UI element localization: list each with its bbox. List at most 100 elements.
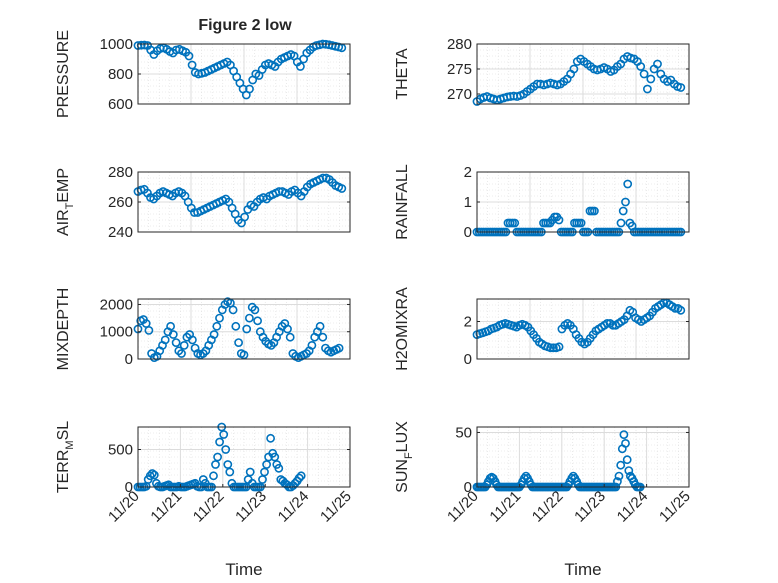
data-point — [576, 218, 586, 228]
y-tick-label: 600 — [108, 96, 133, 113]
x-axis-label: Time — [225, 560, 262, 579]
data-point — [510, 218, 520, 228]
data-point — [614, 471, 624, 481]
data-point — [179, 340, 189, 350]
data-point — [231, 321, 241, 331]
y-tick-label: 2 — [464, 314, 472, 331]
data-point — [149, 470, 159, 480]
x-tick-label: 11/23 — [232, 488, 270, 526]
y-axis-label: H2OMIXRA — [394, 287, 411, 371]
data-point — [602, 318, 612, 328]
subplot-3: 240 260 280 AIRTEMP — [55, 164, 351, 241]
data-point — [307, 340, 317, 350]
x-tick-label: 11/21 — [486, 488, 524, 526]
subplot-8: 0 50 SUNFLUX 11/20 11/21 11/22 11/23 11/24 11/25… — [394, 421, 694, 579]
data-point — [554, 342, 564, 352]
data-point — [244, 313, 254, 323]
y-axis-label: SUNFLUX — [394, 421, 415, 493]
y-tick-label: 500 — [108, 442, 133, 459]
data-point — [283, 324, 292, 334]
data-point — [144, 325, 154, 335]
data-point — [334, 343, 344, 353]
figure-title: Figure 2 low — [198, 17, 292, 34]
data-point — [221, 445, 231, 454]
axes-box — [137, 426, 351, 488]
data-point — [139, 40, 149, 50]
data-point — [623, 179, 633, 189]
y-tick-label: 1 — [464, 194, 472, 211]
data-point — [616, 460, 626, 470]
y-tick-label: 0 — [125, 479, 133, 496]
data-point — [260, 467, 269, 477]
subplot-2: 270 275 280 THETA — [394, 36, 690, 106]
y-axis-label: TERRMSL — [55, 421, 76, 493]
data-point — [624, 466, 634, 475]
data-point — [245, 467, 255, 477]
axes-box — [137, 298, 351, 360]
subplot-4: 0 1 2 RAINFALL — [394, 164, 690, 241]
data-point — [653, 59, 662, 69]
data-point — [213, 452, 222, 462]
data-point — [209, 330, 219, 339]
y-tick-label: 275 — [447, 61, 472, 78]
data-point — [166, 321, 175, 331]
data-point — [318, 332, 328, 342]
data-point — [209, 471, 218, 481]
data-point — [639, 69, 649, 79]
data-point — [234, 338, 243, 347]
y-tick-label: 280 — [108, 164, 133, 181]
subplot-6: 0 2 H2OMIXRA — [394, 287, 690, 371]
data-point — [215, 313, 224, 323]
subplot-1: 600 800 1000 PRESSURE — [55, 30, 351, 118]
data-point — [315, 321, 325, 331]
data-point — [294, 473, 304, 483]
subplot-5: 0 1000 2000 MIXDEPTH — [55, 288, 351, 370]
data-point — [621, 197, 630, 207]
data-point — [250, 305, 260, 315]
y-tick-label: 800 — [108, 66, 133, 83]
data-point — [184, 51, 194, 61]
data-point — [590, 206, 599, 216]
axes-box — [476, 298, 690, 360]
x-tick-label: 11/20 — [105, 488, 143, 526]
data-point — [212, 321, 222, 331]
data-point — [253, 316, 262, 326]
data-point — [219, 430, 229, 439]
data-point — [177, 349, 186, 358]
y-tick-label: 270 — [447, 86, 472, 103]
axes-box — [476, 43, 690, 105]
data-point — [245, 84, 254, 94]
x-tick-label: 11/24 — [275, 488, 313, 526]
data-point — [670, 303, 680, 313]
data-point — [171, 338, 181, 347]
data-point — [274, 463, 284, 473]
axes-box — [476, 426, 690, 488]
x-tick-label: 11/25 — [656, 488, 694, 526]
data-point — [160, 335, 170, 345]
data-point — [676, 305, 686, 315]
x-tick-label: 11/20 — [444, 488, 482, 526]
data-point — [198, 349, 208, 358]
y-tick-label: 1000 — [100, 36, 133, 53]
y-axis-label: RAINFALL — [394, 164, 411, 240]
y-axis-label: PRESSURE — [55, 30, 72, 118]
data-point — [296, 471, 306, 481]
data-point — [145, 471, 155, 481]
data-point — [646, 74, 656, 84]
y-tick-label: 0 — [464, 351, 472, 368]
data-point — [168, 330, 178, 339]
data-point — [619, 430, 629, 439]
data-point — [211, 460, 220, 469]
data-point — [270, 452, 280, 462]
data-point — [554, 215, 564, 225]
x-tick-label: 11/25 — [317, 488, 355, 526]
y-tick-label: 2000 — [100, 296, 133, 313]
data-point — [676, 83, 686, 92]
y-axis-label: AIRTEMP — [55, 168, 76, 236]
data-point — [643, 84, 652, 94]
data-point — [546, 343, 555, 353]
y-tick-label: 0 — [125, 351, 133, 368]
y-tick-label: 240 — [108, 224, 133, 241]
x-tick-label: 11/23 — [571, 488, 609, 526]
